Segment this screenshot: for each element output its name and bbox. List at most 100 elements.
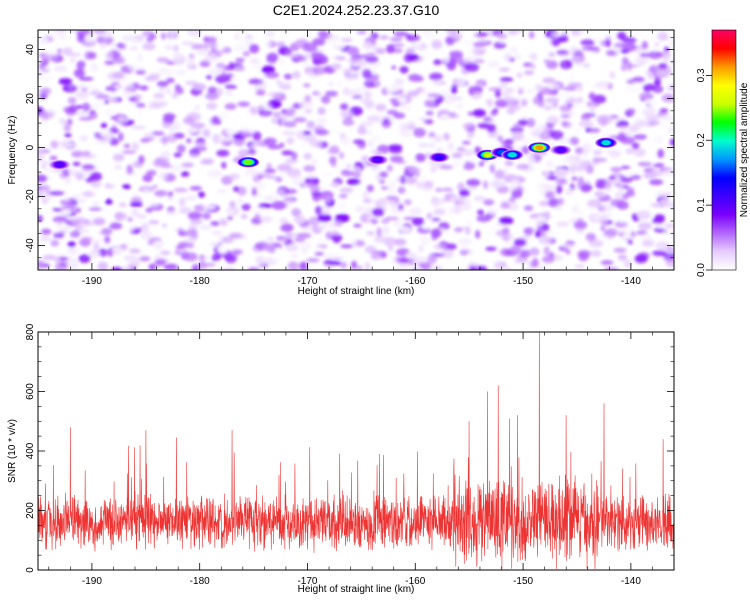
spectrogram-cell: [658, 123, 672, 128]
spectrogram-cell: [224, 90, 233, 96]
spectrogram-cell: [398, 130, 414, 137]
figure-title: C2E1.2024.252.23.37.G10: [273, 2, 440, 18]
spectrogram-cell: [523, 205, 534, 212]
spectrogram-cell: [266, 54, 278, 65]
spectrogram-cell: [291, 110, 307, 119]
spectrogram-cell: [302, 42, 318, 52]
spectrogram-cell: [199, 159, 214, 165]
spectrogram-cell: [520, 98, 528, 107]
spectrogram-cell: [90, 180, 102, 188]
spectrogram-cell: [287, 261, 299, 270]
spectrogram-cell: [340, 261, 347, 269]
spectrogram-cell: [398, 123, 410, 132]
spectrogram-cell: [382, 226, 391, 234]
spectrogram-cell: [663, 46, 670, 52]
spectrogram-cell: [569, 72, 575, 83]
spectrogram-cell: [297, 197, 310, 206]
spectrogram-cell: [322, 253, 337, 260]
spectrogram-cell: [100, 130, 114, 139]
spectrogram-cell: [466, 219, 473, 224]
spectrogram-cell: [543, 59, 551, 64]
spectrogram-cell: [364, 261, 371, 270]
spectrogram-cell: [113, 190, 128, 200]
spectrogram-cell: [142, 43, 156, 51]
spectrogram-cell: [57, 48, 62, 54]
spectrogram-cell: [317, 214, 332, 223]
colorbar-tick-label: 0.0: [696, 263, 707, 277]
spectrogram-cell: [293, 116, 307, 123]
spectrogram-cell: [89, 109, 96, 115]
spectrogram-cell: [235, 65, 246, 72]
spectrogram-cell: [500, 233, 513, 241]
spectrogram-cell: [202, 212, 211, 220]
spectrogram-cell: [88, 51, 97, 60]
spectrogram-cell: [599, 203, 614, 212]
spectrogram-cell: [191, 43, 205, 50]
spectrogram-cell: [118, 132, 124, 142]
spectrogram-cell: [286, 232, 300, 238]
spectrogram-cell: [286, 168, 302, 178]
spectrogram-cell: [199, 60, 211, 68]
spectrogram-cell: [59, 262, 68, 267]
spectrogram-cell: [237, 30, 247, 34]
spectrogram-cell: [617, 230, 629, 236]
spectrogram-cell: [647, 106, 656, 116]
spectrogram-cell: [610, 114, 619, 120]
spectrogram-cell: [73, 68, 85, 78]
spectrogram-cell: [426, 92, 441, 100]
spectrogram-cell: [485, 246, 497, 251]
spectrogram-cell: [92, 30, 107, 34]
spectrogram-cell: [131, 125, 146, 130]
spectrogram-cell: [275, 235, 287, 241]
spectrogram-cell: [79, 228, 90, 235]
spectrogram-cell: [640, 92, 654, 100]
spectrogram-cell: [565, 249, 571, 255]
spectrogram-cell: [383, 118, 389, 125]
spectrogram-cell: [510, 244, 522, 255]
spectrogram-cell: [159, 173, 168, 179]
spectrogram-cell: [275, 176, 283, 183]
snr-x-label: Height of straight line (km): [298, 584, 415, 595]
spectrogram-cell: [460, 245, 469, 253]
spectrogram-cell: [464, 62, 480, 72]
spectrogram-cell: [359, 234, 374, 240]
spectrogram-cell: [301, 143, 308, 151]
x-tick-label: -190: [82, 576, 102, 587]
spectrogram-cell: [48, 30, 63, 39]
spectrogram-cell: [580, 39, 595, 46]
spectrogram-cell: [75, 110, 90, 116]
spectrogram-cell: [345, 163, 352, 169]
spectrogram-cell: [579, 160, 592, 168]
spectrogram-cell: [228, 61, 235, 70]
spectrogram-cell: [43, 66, 55, 70]
spectrogram-cell: [620, 149, 626, 156]
spectrogram-cell: [634, 119, 648, 128]
spectrogram-hot-spot: [508, 152, 517, 158]
spectrogram-cell: [393, 31, 409, 37]
y-tick-label: 600: [25, 383, 36, 400]
spectrogram-cell: [583, 63, 590, 68]
spectrogram-cell: [45, 174, 56, 182]
spectrogram-cell: [397, 97, 407, 103]
spectrogram-cell: [271, 118, 279, 124]
spectrogram-cell: [294, 237, 306, 243]
spectrogram-cell: [385, 88, 398, 93]
spectrogram-cell: [64, 133, 72, 138]
spectrogram-cell: [439, 112, 450, 121]
spectrogram-cell: [216, 188, 228, 194]
spectrogram-cell: [121, 212, 128, 221]
spectrogram-cell: [386, 195, 399, 201]
spectrogram-cell: [230, 75, 239, 83]
spectrogram-cell: [530, 54, 537, 62]
spectrogram-cell: [109, 222, 123, 230]
spectrogram-cell: [196, 49, 208, 55]
spectrogram-cell: [236, 174, 251, 180]
spectrogram-cell: [531, 43, 543, 52]
spectrogram-cell: [528, 249, 538, 256]
spectrogram-cell: [561, 243, 576, 249]
spectrogram-cell: [562, 86, 577, 91]
spectrogram-cell: [569, 45, 578, 55]
spectrogram-cell: [336, 56, 347, 61]
spectrogram-cell: [582, 147, 589, 158]
spectrogram-cell: [412, 217, 425, 226]
